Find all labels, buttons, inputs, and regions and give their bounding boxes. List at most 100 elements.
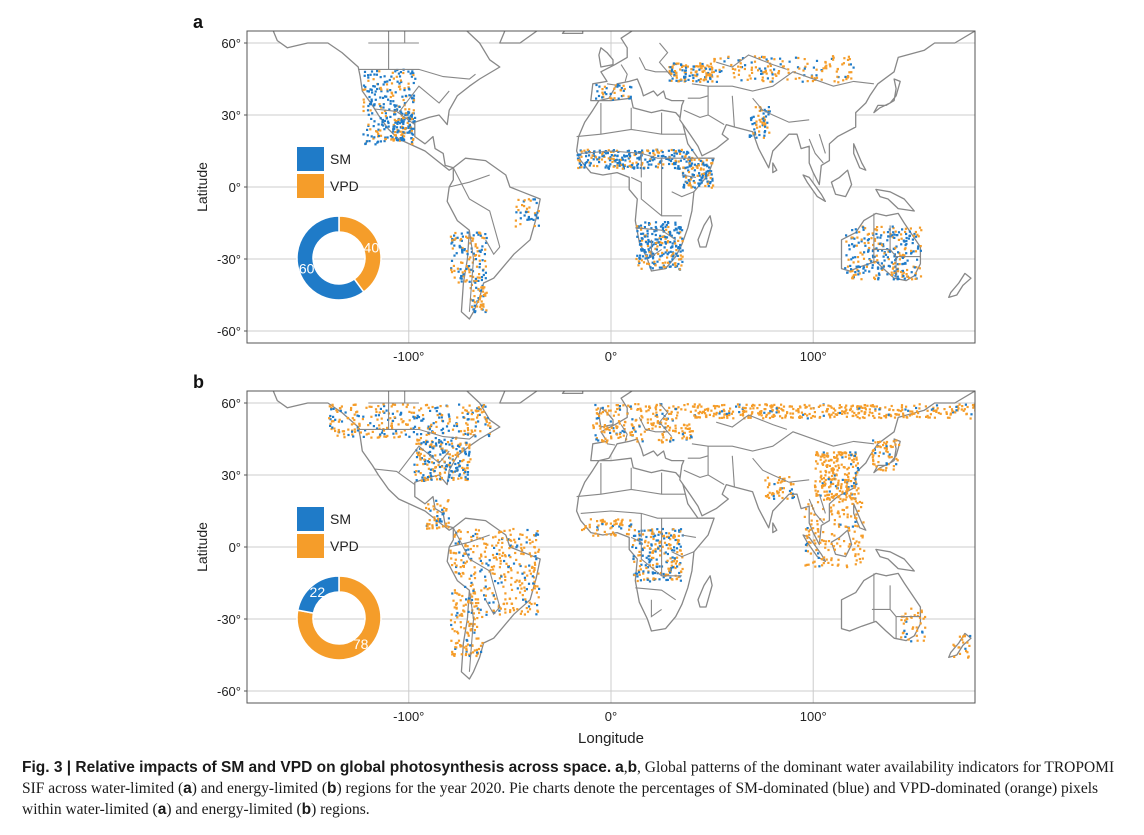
pixel: [370, 117, 373, 120]
pixel: [872, 439, 875, 442]
pixel: [646, 242, 649, 245]
pixel: [729, 407, 732, 410]
pixel: [647, 248, 650, 251]
pixel: [854, 563, 857, 566]
pixel: [833, 519, 836, 522]
pixel: [716, 405, 719, 408]
pixel: [468, 443, 471, 446]
pixel: [465, 279, 468, 282]
pixel: [907, 409, 910, 412]
pixel: [504, 611, 507, 614]
pixel: [797, 411, 800, 414]
pixel: [694, 416, 697, 419]
pixel: [962, 409, 965, 412]
pixel: [815, 549, 818, 552]
pixel: [536, 610, 540, 613]
pixel: [697, 405, 700, 408]
pixel: [392, 94, 395, 97]
pixel: [475, 279, 478, 282]
pixel: [589, 162, 592, 165]
pixel: [821, 486, 824, 489]
pixel: [634, 430, 637, 433]
pixel: [639, 407, 642, 410]
pixel: [508, 547, 511, 550]
pixel: [384, 138, 387, 141]
pixel: [770, 71, 774, 74]
pixel: [373, 136, 376, 139]
pixel: [643, 226, 646, 229]
pixel: [905, 273, 908, 276]
pixel: [779, 63, 782, 66]
pixel: [638, 571, 641, 574]
pixel: [868, 270, 871, 273]
pixel: [649, 254, 652, 257]
pixel: [462, 458, 465, 462]
pixel: [817, 556, 820, 559]
pixel: [683, 75, 686, 78]
pixel: [583, 164, 586, 167]
pixel: [659, 549, 662, 552]
pixel: [612, 165, 615, 168]
pixel: [383, 75, 386, 78]
pixel: [878, 273, 881, 276]
pixel: [462, 604, 465, 607]
pixel: [449, 551, 452, 554]
pixel: [671, 556, 674, 559]
pie-slice-sm: [296, 575, 340, 615]
pixel: [488, 587, 491, 590]
country-border: [650, 239, 662, 258]
country-border: [818, 134, 826, 154]
pixel: [804, 65, 807, 68]
pixel: [384, 136, 387, 139]
pixel: [467, 597, 470, 600]
pixel: [875, 274, 878, 277]
pixel: [458, 474, 461, 477]
pixel: [671, 162, 674, 166]
pixel: [633, 539, 636, 542]
pixel: [479, 234, 482, 237]
pixel: [710, 170, 713, 173]
pixel: [450, 639, 453, 642]
pixel: [805, 563, 808, 566]
pixel: [454, 642, 458, 645]
pixel: [664, 261, 667, 264]
pixel: [847, 478, 850, 481]
pixel: [834, 485, 838, 488]
pixel: [832, 56, 835, 59]
pixel: [845, 240, 848, 243]
pixel: [640, 538, 643, 541]
pixel: [368, 140, 371, 143]
pixel: [905, 252, 908, 255]
pixel: [776, 408, 779, 412]
country-border: [671, 191, 695, 198]
pixel: [648, 561, 651, 564]
pixel: [665, 228, 668, 231]
pixel: [626, 412, 629, 415]
pixel: [414, 473, 417, 476]
pixel: [845, 78, 848, 81]
pixel: [578, 153, 581, 156]
pixel: [961, 405, 964, 408]
pixel: [824, 459, 827, 462]
pixel: [412, 427, 415, 430]
pixel: [454, 603, 458, 606]
pixel: [935, 404, 939, 407]
pixel: [830, 482, 833, 486]
pixel: [637, 260, 640, 263]
pixel: [456, 455, 460, 458]
pixel: [449, 457, 452, 460]
caption-text-3: ) regions for the year 2020. Pie charts …: [22, 780, 1099, 818]
pixel: [441, 441, 444, 444]
pixel: [592, 164, 595, 167]
pixel: [817, 535, 820, 538]
pixel: [481, 245, 484, 248]
pixel: [935, 410, 938, 413]
pixel: [628, 165, 631, 168]
pixel: [592, 424, 595, 427]
pixel: [392, 100, 395, 103]
pixel: [690, 430, 693, 433]
pixel: [867, 238, 870, 241]
pixel: [450, 613, 453, 616]
pixel: [521, 549, 524, 552]
pixel: [419, 457, 422, 460]
